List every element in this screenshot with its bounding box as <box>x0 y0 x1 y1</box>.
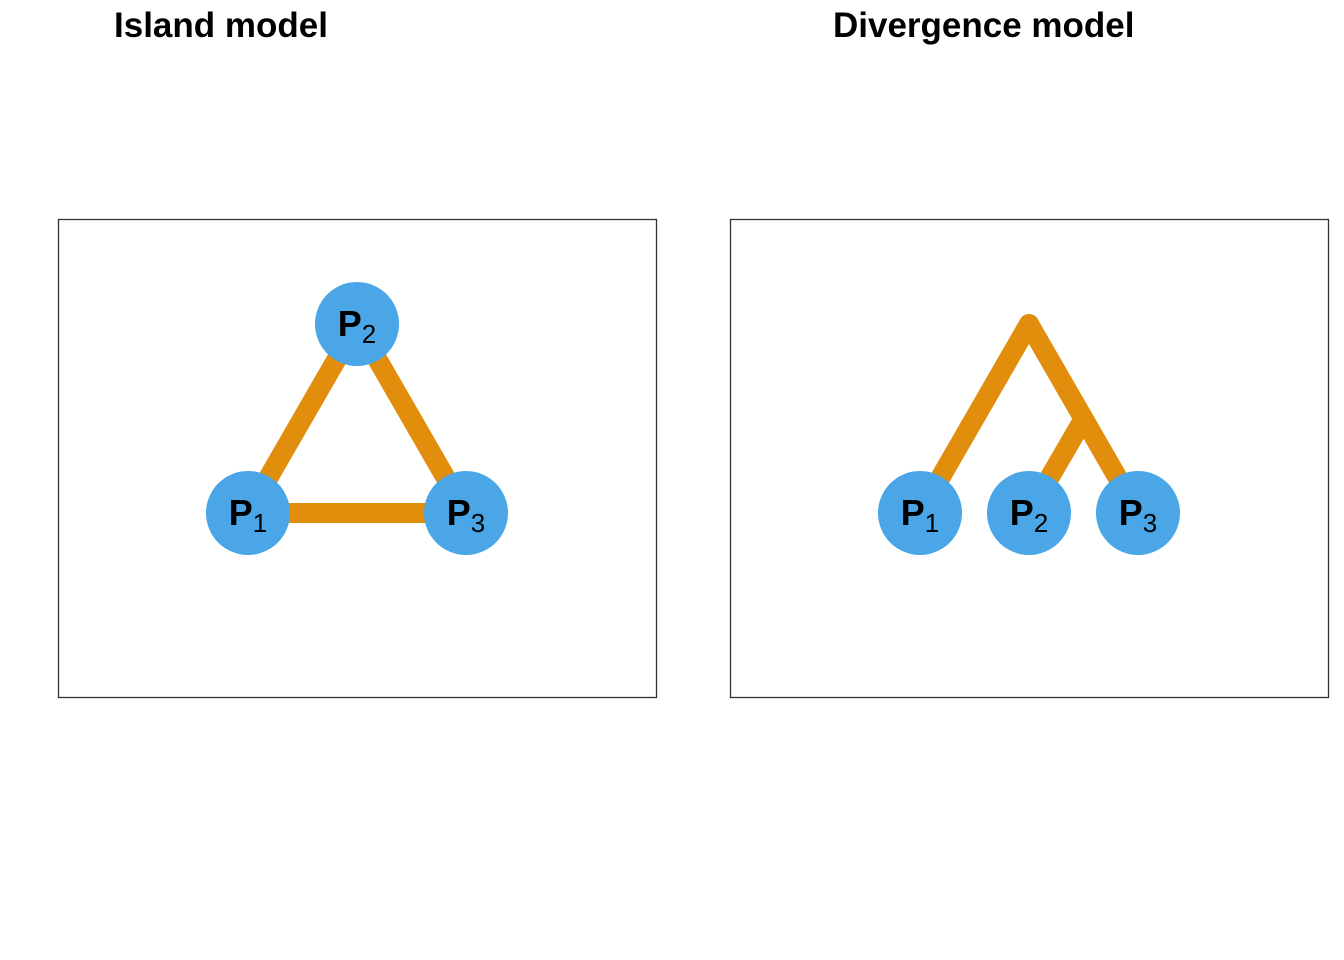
island-panel-frame <box>57 218 658 699</box>
island-model-panel: P1 P2 P3 <box>57 218 658 699</box>
island-node-p1-letter: P <box>229 492 253 533</box>
island-node-p2-label: P2 <box>338 303 376 349</box>
island-node-p3-letter: P <box>447 492 471 533</box>
divergence-node-p3-letter: P <box>1119 492 1143 533</box>
island-node-p2-letter: P <box>338 303 362 344</box>
divergence-node-p3-circle <box>1096 471 1180 555</box>
island-model-title: Island model <box>114 6 328 45</box>
divergence-node-p2-label: P2 <box>1010 492 1048 538</box>
divergence-model-title: Divergence model <box>833 6 1135 45</box>
island-node-p1: P1 <box>206 471 290 555</box>
divergence-node-p3-index: 3 <box>1143 508 1157 538</box>
island-node-p2: P2 <box>315 282 399 366</box>
divergence-node-p1-letter: P <box>901 492 925 533</box>
island-node-p3: P3 <box>424 471 508 555</box>
divergence-node-p2-letter: P <box>1010 492 1034 533</box>
divergence-node-p3: P3 <box>1096 471 1180 555</box>
island-node-p1-circle <box>206 471 290 555</box>
island-node-p2-circle <box>315 282 399 366</box>
divergence-node-p1-index: 1 <box>925 508 939 538</box>
island-node-p1-index: 1 <box>253 508 267 538</box>
divergence-model-panel: P1 P2 P3 <box>729 218 1330 699</box>
island-node-p1-label: P1 <box>229 492 267 538</box>
divergence-node-p2-circle <box>987 471 1071 555</box>
divergence-node-p1-circle <box>878 471 962 555</box>
island-node-p3-index: 3 <box>471 508 485 538</box>
divergence-node-p1: P1 <box>878 471 962 555</box>
island-node-p3-label: P3 <box>447 492 485 538</box>
divergence-node-p1-label: P1 <box>901 492 939 538</box>
island-node-p2-index: 2 <box>362 319 376 349</box>
divergence-panel-frame <box>729 218 1330 699</box>
divergence-node-p3-label: P3 <box>1119 492 1157 538</box>
divergence-node-p2-index: 2 <box>1034 508 1048 538</box>
divergence-node-p2: P2 <box>987 471 1071 555</box>
island-node-p3-circle <box>424 471 508 555</box>
